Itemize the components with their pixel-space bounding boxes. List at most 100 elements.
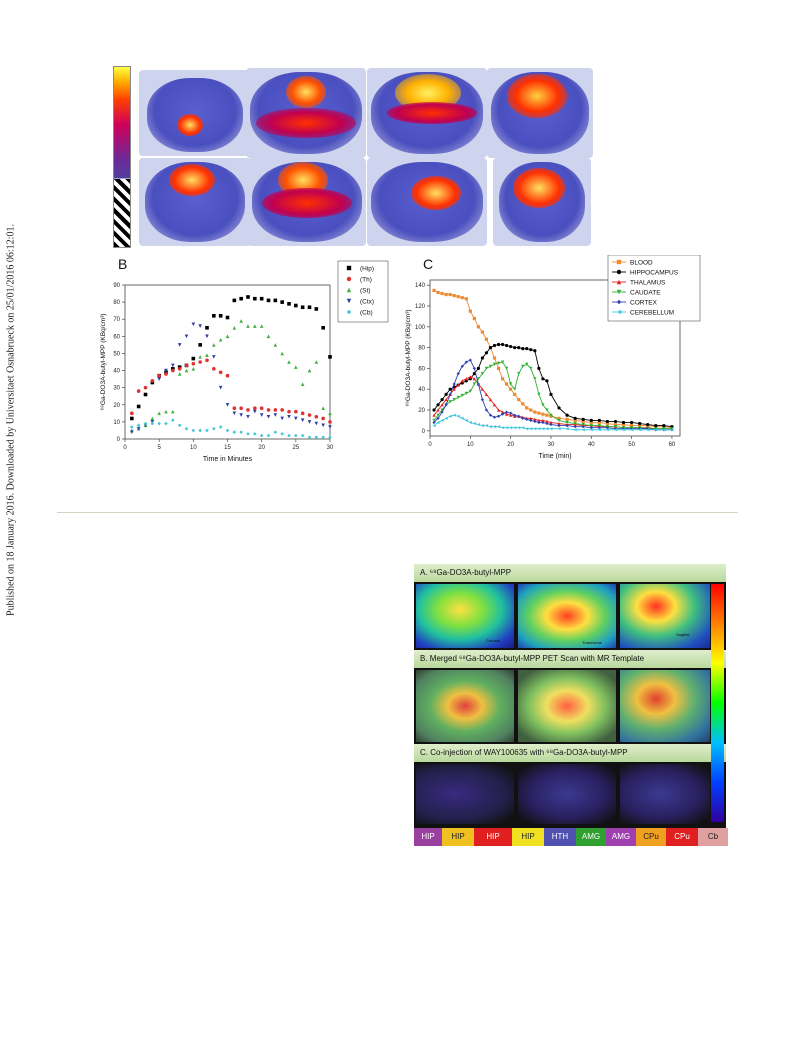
merged-transverse-scan bbox=[518, 670, 616, 742]
data-point bbox=[164, 421, 168, 426]
data-point bbox=[468, 309, 472, 313]
data-point bbox=[541, 427, 545, 431]
data-point bbox=[513, 392, 517, 396]
data-point bbox=[253, 406, 257, 410]
data-point bbox=[529, 348, 533, 352]
y-tick-label: 20 bbox=[418, 408, 425, 414]
data-point bbox=[266, 298, 271, 303]
data-point bbox=[287, 302, 291, 306]
data-point bbox=[266, 414, 271, 419]
data-point bbox=[521, 347, 525, 351]
merged-sagittal-scan bbox=[620, 670, 710, 742]
roi-label: HIP bbox=[442, 828, 474, 846]
data-point bbox=[537, 366, 541, 370]
data-point bbox=[545, 408, 549, 412]
legend-entry: (St) bbox=[360, 288, 370, 295]
sagittal-scan: Sagittal bbox=[620, 584, 710, 648]
data-point bbox=[225, 402, 230, 407]
data-point bbox=[484, 424, 489, 428]
data-point bbox=[505, 426, 509, 430]
data-point bbox=[464, 297, 468, 301]
data-point bbox=[589, 418, 593, 422]
data-point bbox=[456, 295, 460, 299]
legend-box bbox=[607, 255, 701, 322]
coinjection-transverse-scan bbox=[518, 764, 616, 824]
data-point bbox=[287, 433, 291, 438]
scan-image bbox=[246, 68, 366, 158]
data-point bbox=[464, 391, 468, 395]
data-point bbox=[537, 427, 541, 431]
data-point bbox=[157, 421, 161, 426]
data-point bbox=[314, 414, 319, 419]
data-point bbox=[436, 408, 440, 412]
legend-entry: (Hip) bbox=[360, 266, 374, 273]
data-point bbox=[212, 355, 216, 359]
data-point bbox=[456, 383, 460, 387]
data-point bbox=[460, 416, 464, 420]
data-point bbox=[300, 305, 305, 310]
data-point bbox=[500, 360, 505, 364]
data-point bbox=[346, 265, 352, 271]
data-point bbox=[440, 398, 444, 402]
data-point bbox=[621, 428, 626, 432]
data-point bbox=[280, 300, 284, 304]
data-point bbox=[273, 298, 278, 303]
data-point bbox=[177, 372, 182, 376]
y-tick-label: 50 bbox=[113, 351, 120, 357]
data-point bbox=[480, 372, 485, 376]
data-point bbox=[654, 428, 658, 432]
data-point bbox=[294, 433, 298, 438]
data-point bbox=[448, 400, 452, 404]
data-point bbox=[300, 418, 305, 422]
data-point bbox=[597, 428, 601, 432]
data-point bbox=[662, 424, 666, 428]
x-tick-label: 15 bbox=[224, 445, 231, 451]
data-point bbox=[468, 389, 472, 393]
view-label: Coronal bbox=[486, 638, 501, 643]
x-axis-label: Time (min) bbox=[538, 453, 571, 460]
data-point bbox=[307, 435, 312, 440]
data-point bbox=[488, 398, 493, 402]
y-tick-label: 0 bbox=[117, 437, 121, 443]
data-point bbox=[630, 420, 634, 425]
coronal-scan: Coronal bbox=[416, 584, 514, 648]
data-point bbox=[225, 315, 230, 320]
data-point bbox=[484, 408, 489, 412]
data-point bbox=[212, 426, 216, 431]
data-point bbox=[259, 406, 264, 410]
data-point bbox=[541, 412, 545, 416]
data-point bbox=[212, 367, 216, 371]
data-point bbox=[321, 325, 325, 330]
data-point bbox=[549, 420, 553, 425]
data-point bbox=[448, 414, 452, 418]
data-point bbox=[294, 416, 298, 421]
data-point bbox=[505, 382, 509, 386]
data-point bbox=[436, 420, 440, 425]
data-point bbox=[191, 367, 196, 371]
data-point bbox=[432, 424, 436, 428]
data-point bbox=[597, 418, 601, 422]
data-point bbox=[452, 398, 456, 402]
data-point bbox=[517, 398, 521, 402]
data-point bbox=[496, 366, 501, 370]
data-point bbox=[266, 433, 271, 438]
legend-entry: CAUDATE bbox=[630, 290, 661, 297]
data-point bbox=[605, 419, 610, 424]
data-point bbox=[545, 379, 549, 383]
data-point bbox=[509, 387, 513, 391]
section-header-b: B. Merged ⁶⁸Ga-DO3A-butyl-MPP PET Scan w… bbox=[414, 650, 726, 668]
data-point bbox=[328, 435, 332, 440]
data-point bbox=[480, 387, 485, 391]
data-point bbox=[496, 342, 501, 347]
data-point bbox=[225, 428, 230, 433]
series-line bbox=[433, 344, 672, 428]
data-point bbox=[239, 413, 243, 417]
data-point bbox=[517, 426, 521, 430]
data-point bbox=[130, 430, 134, 434]
x-tick-label: 20 bbox=[258, 445, 265, 451]
y-tick-label: 90 bbox=[113, 283, 120, 289]
data-point bbox=[143, 421, 148, 426]
data-point bbox=[171, 368, 175, 373]
data-point bbox=[294, 365, 298, 369]
y-axis-label: ⁶⁸Ga-DO3A-butyl-MPP (KBq/cm³) bbox=[100, 313, 107, 410]
